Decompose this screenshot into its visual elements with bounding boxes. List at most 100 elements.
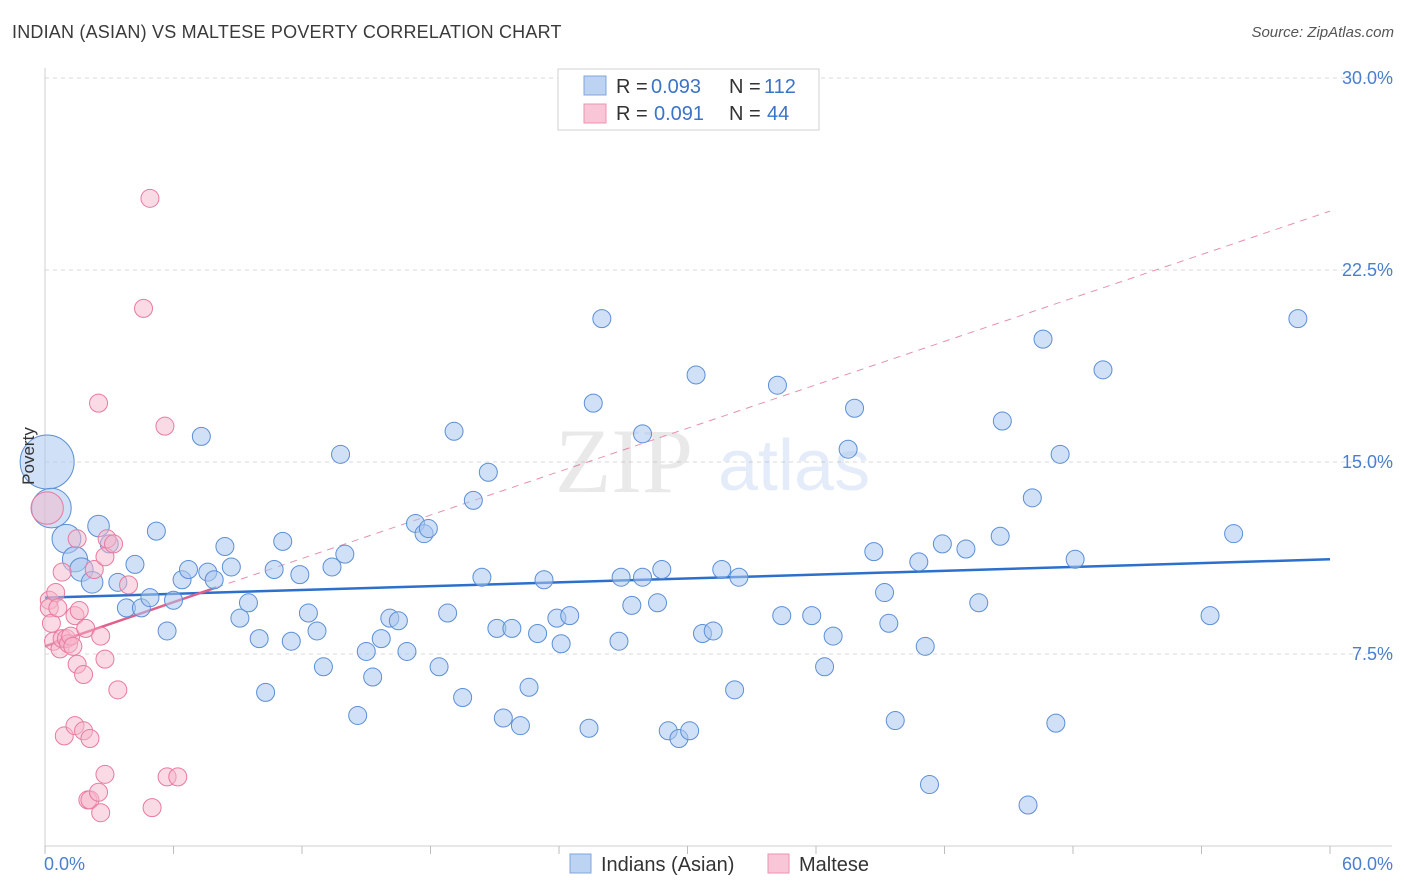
legend-series-label-indians: Indians (Asian) [601,854,734,876]
watermark-atlas: atlas [718,426,870,506]
maltese-point [52,562,72,582]
legend-series-label-maltese: Maltese [799,854,869,876]
indians-asian-point [221,557,241,577]
indians-asian-point [686,365,706,385]
indians-asian-point [703,621,723,641]
gridlines [45,77,1392,655]
indians-asian-point [164,590,183,610]
indians-asian-point [956,539,976,559]
indians-asian-point [157,621,177,641]
indians-asian-point [583,393,603,413]
indians-asian-point [502,618,522,638]
tick-labels: 7.5% 15.0% 22.5% 30.0% 0.0% 60.0% [44,68,1393,874]
indians-asian-point [932,534,952,554]
indians-asian-point [348,705,368,725]
legend-n-label-1: N = [729,76,761,98]
indians-asian-point [1033,329,1053,349]
indians-asian-point [418,519,438,539]
indians-asian-point [622,595,642,615]
maltese-point [155,416,175,436]
chart-title: INDIAN (ASIAN) VS MALTESE POVERTY CORREL… [12,22,562,42]
indians-asian-trend [44,558,1331,599]
indians-asian-point [652,560,672,580]
legend-r-label-2: R = [616,103,648,125]
watermark-zip: ZIP [555,410,693,512]
trend-lines [44,210,1331,648]
indians-asian-point [767,375,787,395]
legend-r-value-2: 0.091 [654,103,704,125]
indians-asian-point [363,667,383,687]
indians-asian-point [335,544,355,564]
indians-asian-point [534,570,554,590]
maltese-point [69,600,89,620]
maltese-point [89,782,109,802]
indians-asian-point [438,603,458,623]
maltese-point [76,618,96,638]
indians-asian-point [680,721,700,741]
maltese-point [104,534,124,554]
indians-asian-point [256,682,276,702]
maltese-trend-extension [216,210,1331,588]
indians-asian-point [633,424,653,444]
indians-asian-point [298,603,318,623]
indians-asian-point [238,593,258,613]
legend-series: Indians (Asian) Maltese [569,853,869,876]
indians-asian-point [1046,713,1066,733]
maltese-point [168,767,188,787]
y-tick-label: 22.5% [1342,260,1393,280]
indians-asian-point [388,611,408,631]
indians-asian-point [215,536,235,556]
indians-asian-point [264,560,284,580]
indians-asian-point [356,641,376,661]
indians-asian-point [1288,309,1308,329]
indians-asian-point [909,552,929,572]
indians-asian-point [1065,549,1085,569]
indians-asian-point [519,677,539,697]
indians-asian-point [322,557,342,577]
indians-asian-point [307,621,327,641]
indians-asian-point [472,567,492,587]
legend-n-value-1: 112 [764,76,796,98]
indians-asian-point [823,626,843,646]
maltese-point [91,803,111,823]
legend-swatch-blue [583,75,607,96]
maltese-point [89,393,109,413]
chart-source: Source: ZipAtlas.com [1251,24,1394,41]
maltese-point [134,298,154,318]
indians-asian-point [249,629,269,649]
indians-asian-point [815,657,835,677]
indians-asian-point [313,657,333,677]
maltese-point [119,575,139,595]
maltese-point [91,626,111,646]
indians-asian-point [429,657,449,677]
indians-asian-point [990,526,1010,546]
indians-asian-point [969,593,989,613]
maltese-point [30,491,64,525]
maltese-point [95,649,115,669]
indians-asian-point [178,560,198,580]
legend-swatch-pink [583,103,607,124]
indians-asian-point [444,421,464,441]
indians-asian-point [1050,444,1070,464]
indians-asian-point [191,426,211,446]
indians-asian-point [864,542,884,562]
maltese-point [95,764,115,784]
legend-stats: R = 0.093 N = 112 R = 0.091 N = 44 [557,68,820,131]
indians-asian-point [725,680,745,700]
legend-n-label-2: N = [729,103,761,125]
maltese-point [142,798,162,818]
indians-asian-point [371,629,391,649]
indians-asian-point [281,631,301,651]
x-tick-label: 60.0% [1342,854,1393,874]
indians-asian-point [579,718,599,738]
maltese-point [67,529,87,549]
legend-series-swatch-indians [569,853,592,874]
data-points [19,188,1308,823]
indians-asian-point [551,634,571,654]
legend-n-value-2: 44 [767,103,789,125]
indians-asian-point [845,398,865,418]
indians-asian-point [290,565,310,585]
indians-asian-point [592,309,612,329]
y-tick-label: 30.0% [1342,68,1393,88]
